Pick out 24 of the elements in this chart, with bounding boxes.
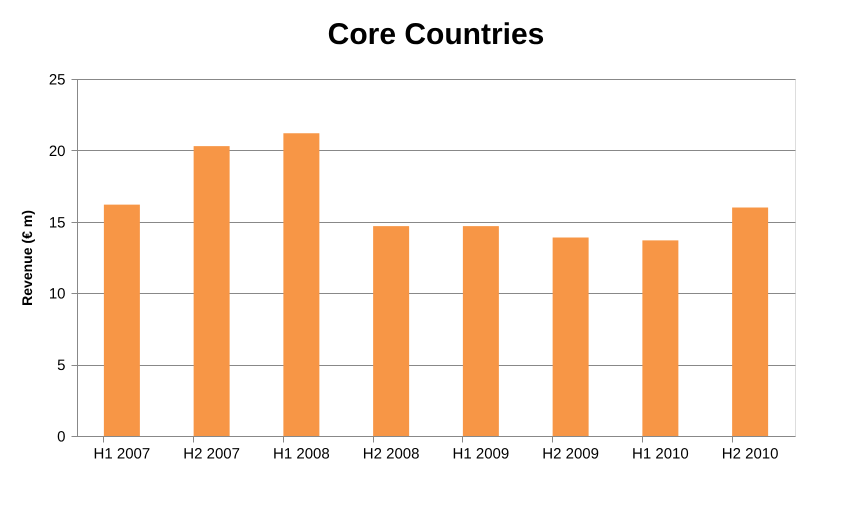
x-tick-label: H2 2009 <box>542 446 599 462</box>
y-tick-label: 15 <box>48 214 66 232</box>
y-tick-label: 20 <box>48 142 66 160</box>
y-tick-label: 10 <box>48 286 66 303</box>
y-axis-title: Revenue (€ m) <box>18 210 35 306</box>
x-tick-label: H2 2008 <box>362 446 420 462</box>
y-tick-label: 0 <box>57 428 66 446</box>
bar <box>732 208 768 436</box>
bar <box>283 133 320 436</box>
x-tick-label: H1 2008 <box>273 446 330 462</box>
bar <box>552 238 589 436</box>
y-tick-label: 5 <box>57 357 66 374</box>
bar <box>104 204 140 436</box>
y-tick-label: 25 <box>48 72 66 88</box>
bar <box>462 226 499 436</box>
x-tick-label: H1 2009 <box>452 446 510 462</box>
chart-title: Core Countries <box>328 18 544 51</box>
x-tick-label: H1 2010 <box>632 446 689 462</box>
x-tick-label: H1 2007 <box>94 446 150 462</box>
bar <box>194 146 230 436</box>
bar <box>642 240 678 436</box>
x-tick-label: H2 2007 <box>183 446 240 462</box>
x-tick-label: H2 2010 <box>722 446 778 462</box>
bar <box>373 226 410 436</box>
